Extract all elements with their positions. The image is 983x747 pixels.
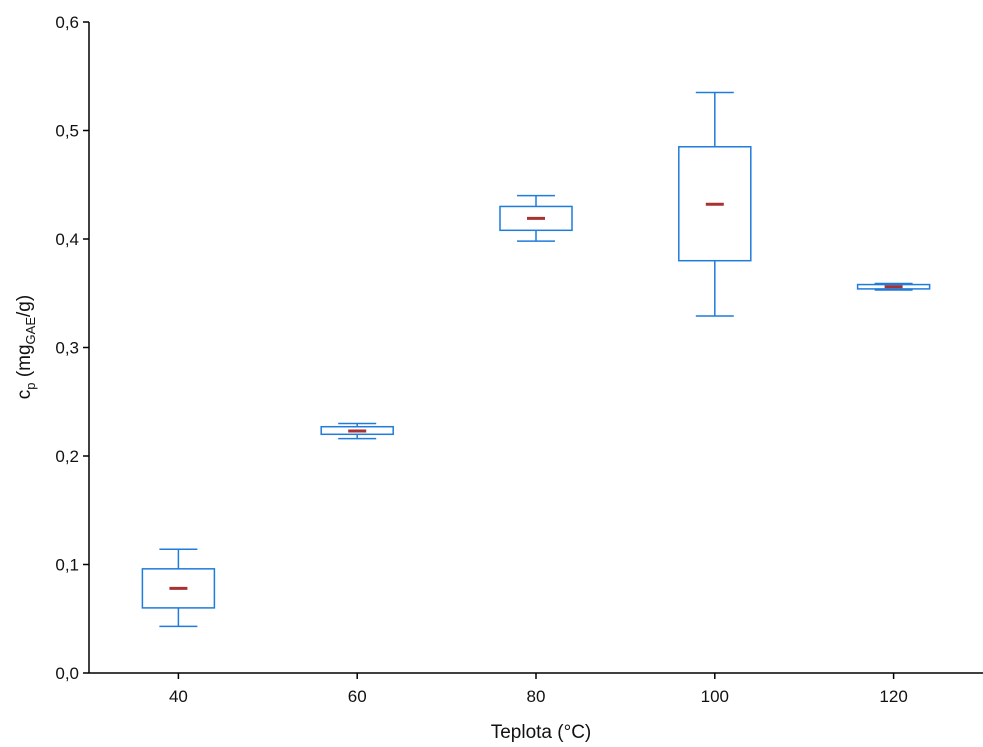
y-tick-label: 0,0 bbox=[55, 664, 79, 683]
x-tick-label: 40 bbox=[169, 687, 188, 706]
y-axis-title-sub: GAE bbox=[23, 317, 38, 345]
box-group bbox=[320, 422, 394, 440]
y-tick-label: 0,6 bbox=[55, 13, 79, 32]
y-axis-title: cp (mgGAE/g) bbox=[14, 295, 38, 399]
x-tick-label: 80 bbox=[527, 687, 546, 706]
y-axis-title-prefix: (mg bbox=[14, 344, 35, 382]
boxes bbox=[141, 91, 931, 628]
plot-frame bbox=[88, 22, 983, 674]
y-tick-label: 0,3 bbox=[55, 339, 79, 358]
y-tick-label: 0,5 bbox=[55, 122, 79, 141]
x-ticks: 40 60 80 100 120 bbox=[169, 673, 908, 706]
x-tick-label: 100 bbox=[701, 687, 729, 706]
y-ticks: 0,0 0,1 0,2 0,3 0,4 0,5 0,6 bbox=[55, 13, 89, 683]
x-axis-title: Teplota (°C) bbox=[491, 722, 592, 743]
y-axis-title-base: c bbox=[14, 390, 35, 400]
box-group bbox=[499, 194, 573, 242]
x-tick-label: 120 bbox=[879, 687, 907, 706]
y-axis-title-base-sub: p bbox=[23, 382, 38, 389]
box-group bbox=[856, 282, 931, 291]
y-axis-title-suffix: /g) bbox=[14, 295, 35, 317]
y-tick-label: 0,2 bbox=[55, 447, 79, 466]
box-group bbox=[141, 548, 216, 628]
x-tick-label: 60 bbox=[348, 687, 367, 706]
box-group bbox=[678, 91, 752, 317]
y-tick-label: 0,1 bbox=[55, 556, 79, 575]
y-tick-label: 0,4 bbox=[55, 230, 79, 249]
